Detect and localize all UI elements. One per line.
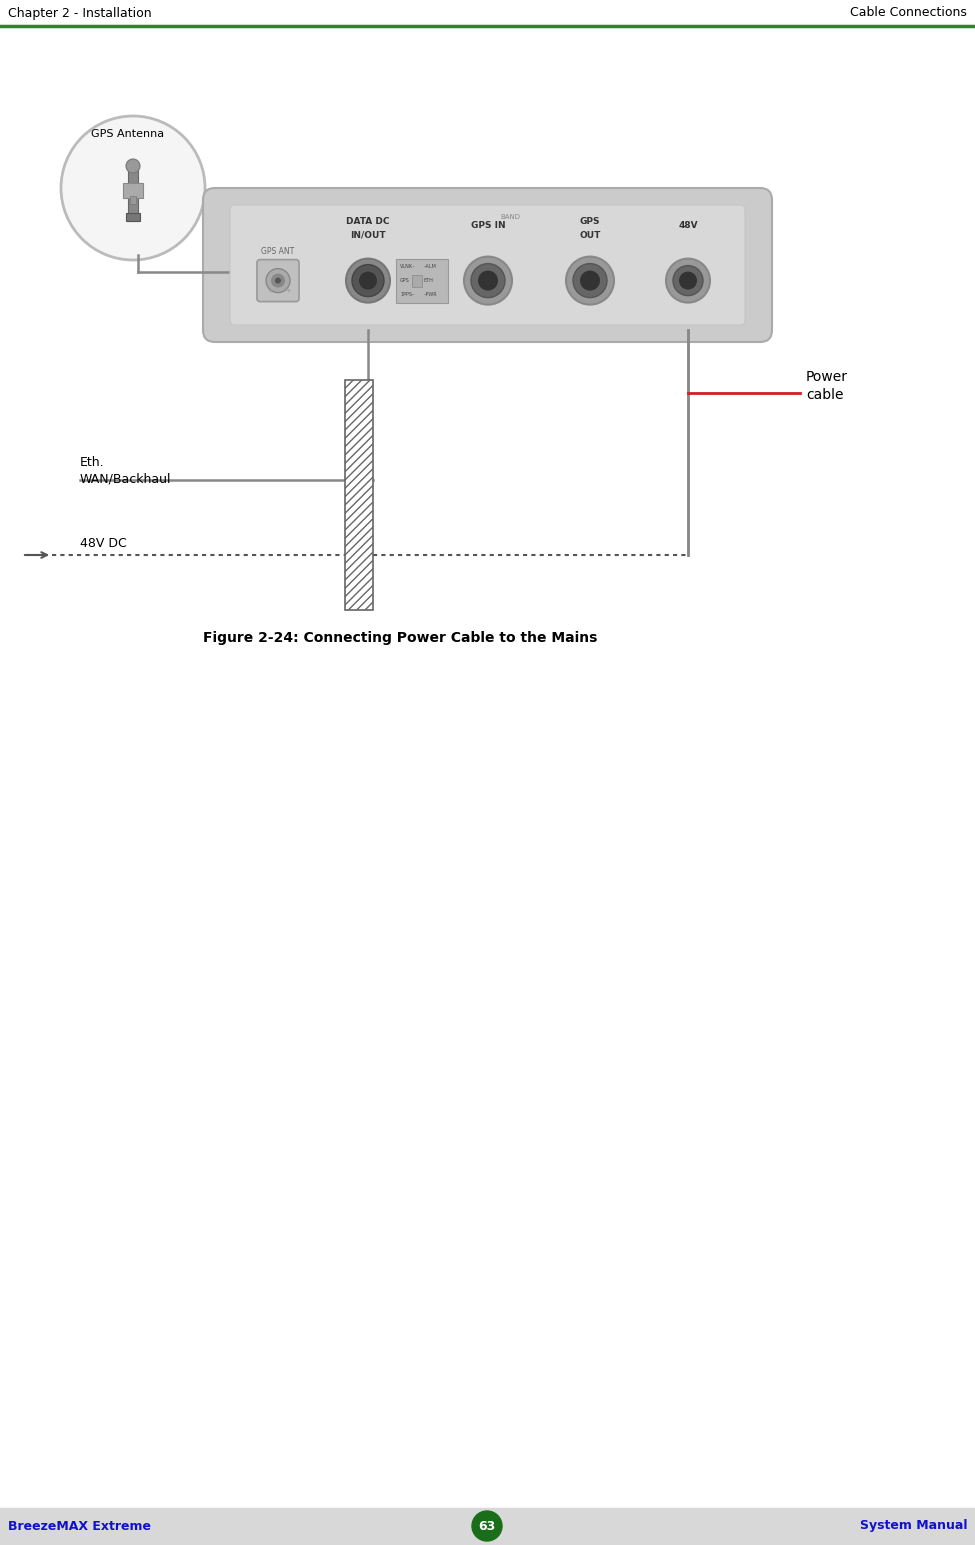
FancyBboxPatch shape [203,188,772,341]
Text: OUT: OUT [579,230,601,239]
Text: System Manual: System Manual [860,1519,967,1533]
Text: GPS: GPS [400,278,410,283]
Circle shape [478,270,498,290]
Circle shape [266,269,290,292]
Text: 48V: 48V [679,221,698,230]
FancyBboxPatch shape [230,205,745,324]
Text: Figure 2-24: Connecting Power Cable to the Mains: Figure 2-24: Connecting Power Cable to t… [203,630,597,644]
Text: GPS Antenna: GPS Antenna [92,128,165,139]
Bar [128,165,138,221]
Text: –PWR: –PWR [424,292,438,297]
Circle shape [352,264,384,297]
Text: VLNK–: VLNK– [400,264,415,269]
Circle shape [472,1511,502,1540]
Circle shape [346,258,390,303]
Text: WAN/Backhaul: WAN/Backhaul [80,473,172,485]
Text: GPS: GPS [580,218,601,227]
Circle shape [679,272,697,289]
Circle shape [673,266,703,295]
Text: Cable Connections: Cable Connections [850,6,967,20]
Text: Power: Power [806,369,848,385]
Text: +: + [285,287,291,294]
Circle shape [573,264,607,298]
Circle shape [666,258,710,303]
Circle shape [126,159,140,173]
Text: 48V DC: 48V DC [80,538,127,550]
Circle shape [275,278,281,284]
Text: DATA DC: DATA DC [346,218,390,227]
Circle shape [471,264,505,298]
Bar [130,196,136,204]
Bar [123,182,143,198]
Text: +: + [267,287,273,294]
Circle shape [580,270,600,290]
Text: cable: cable [806,388,843,402]
Circle shape [359,272,377,289]
Text: 63: 63 [479,1519,495,1533]
Bar [396,258,448,303]
Circle shape [61,116,205,260]
Circle shape [271,273,285,287]
Bar [0,1508,975,1545]
Text: GPS ANT: GPS ANT [261,247,294,256]
Circle shape [464,256,512,304]
Text: BAND: BAND [500,215,520,219]
Text: BreezeMAX Extreme: BreezeMAX Extreme [8,1519,151,1533]
Text: –ALM: –ALM [424,264,437,269]
Bar [345,380,373,610]
Text: 1PPS–: 1PPS– [400,292,414,297]
Text: IN/OUT: IN/OUT [350,230,386,239]
Text: Eth.: Eth. [80,456,104,470]
Text: ETH: ETH [424,278,434,283]
FancyBboxPatch shape [257,260,299,301]
Text: Chapter 2 - Installation: Chapter 2 - Installation [8,6,152,20]
Bar [412,275,422,287]
Bar [126,213,140,221]
Circle shape [566,256,614,304]
Text: GPS IN: GPS IN [471,221,505,230]
